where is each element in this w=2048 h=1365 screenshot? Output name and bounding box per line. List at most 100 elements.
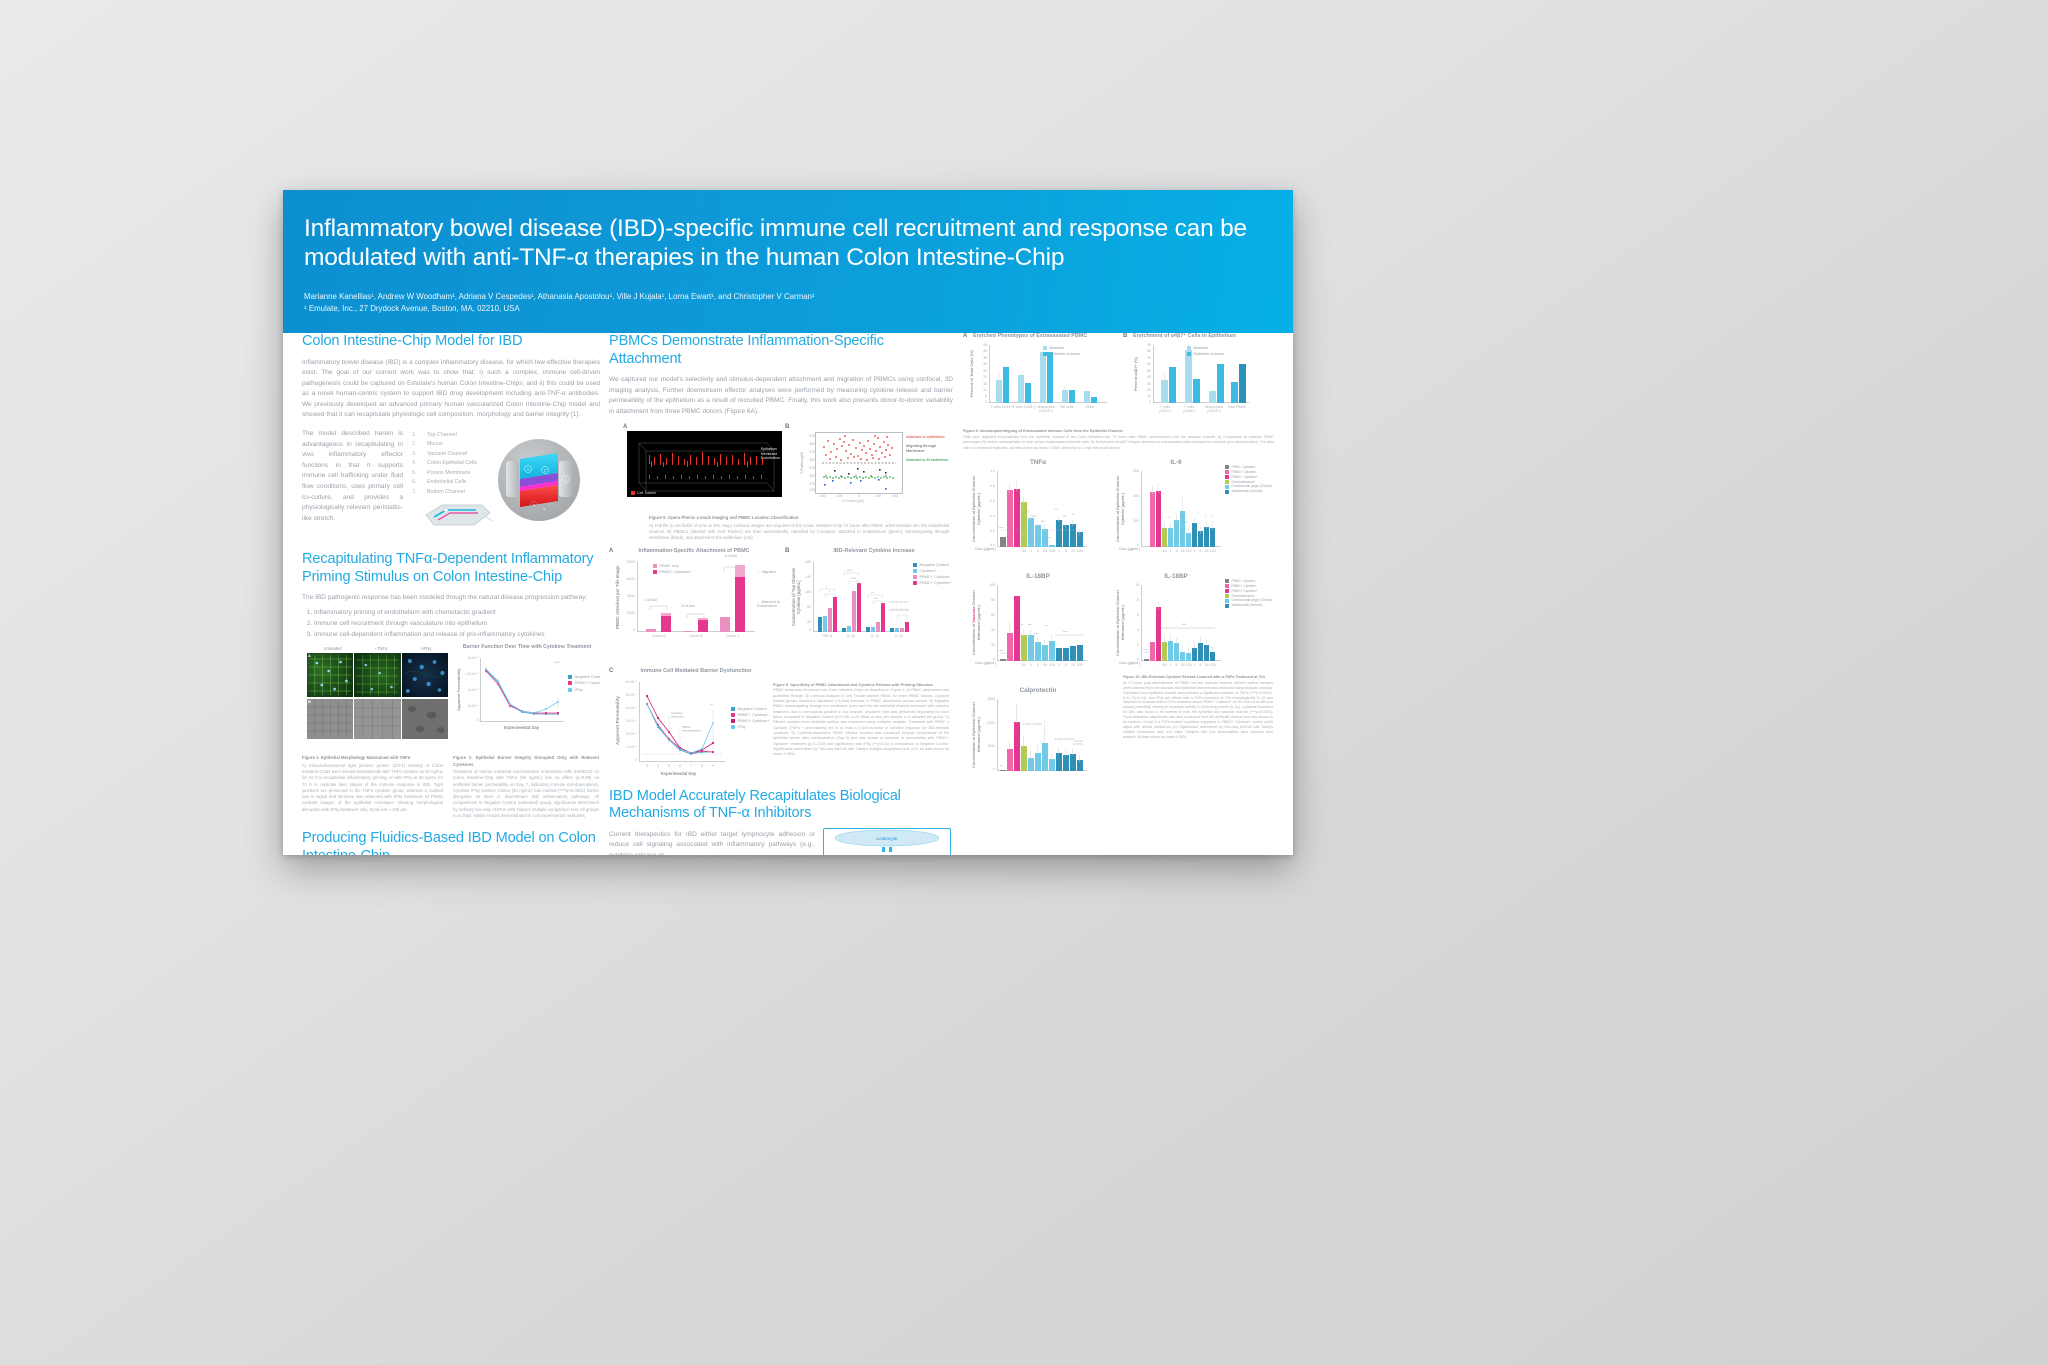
svg-text:****: ****: [847, 569, 853, 573]
micrograph-ifng-if: [401, 653, 448, 698]
y-axis-label: Percent of Total Cells (%): [969, 350, 974, 398]
svg-text:*: *: [826, 585, 828, 589]
bar: [1162, 641, 1167, 661]
svg-text:****: ****: [1063, 630, 1069, 634]
svg-text:3: 3: [565, 478, 567, 482]
bar: [890, 628, 894, 632]
bar: [1042, 644, 1048, 661]
bar: [1040, 352, 1046, 403]
legend-item: PBMC+ Cytokine+: [653, 569, 692, 575]
bar: [1204, 645, 1209, 661]
svg-text:**: **: [710, 703, 713, 707]
micrograph-tnfa-phase: [354, 699, 401, 740]
intro-paragraph-2: The model described herein is advantageo…: [302, 430, 403, 522]
label-attached-endothelium: Attached to Endothelium: [906, 457, 949, 463]
svg-text:Cytokine: Cytokine: [671, 711, 683, 715]
svg-text:*: *: [829, 590, 831, 594]
chart-legend: Baseline Epithelial channel: [1187, 345, 1224, 357]
bar: [1035, 524, 1041, 547]
fold-label-donorC: 4.4-fold: [725, 553, 737, 558]
figure6-cd-block: C Immune Cell Mediated Barrier Dysfuncti…: [609, 668, 953, 786]
chart-title: Barrier Function Over Time with Cytokine…: [462, 644, 592, 651]
svg-text:****: ****: [851, 577, 857, 581]
bar-donorB-pbmc-cytokine: [698, 618, 708, 632]
chip-legend-list: 1. Top Channel 2. Mucus 3. Vacuum Channel 4…: [412, 431, 498, 497]
bar: [1239, 363, 1246, 403]
chart-legend: Negative Control Cytokine+ PBMC+ Cytokin…: [913, 562, 952, 586]
chip-cross-section-svg: 1 2 3 4 5: [506, 453, 572, 513]
svg-text:*: *: [1028, 510, 1030, 514]
bar: [1014, 722, 1020, 771]
bar: [1193, 379, 1200, 403]
figure10-caption: Figure 10. IBD-Relevant Cytokine Release…: [1123, 674, 1273, 739]
y-axis-label: Concentration of Top Channel Cytokine [p…: [791, 567, 801, 626]
figure2-caption: Figure 2. Epithelial Barrier Integrity D…: [453, 755, 599, 818]
chart-enriched-phenotypes: Percent of Total Cells (%) 45 40 35 30 2…: [969, 343, 1107, 413]
legend-item: Baseline: [1043, 345, 1080, 351]
bar: [1003, 366, 1009, 403]
bar: [1014, 488, 1020, 547]
column-middle: PBMCs Demonstrate Inflammation-Specific …: [609, 333, 953, 855]
poster-columns: Colon Intestine-Chip Model for IBD Infla…: [283, 333, 1293, 855]
x-axis-label: X-Position (μM): [842, 499, 865, 504]
svg-text:***: ***: [1045, 624, 1049, 628]
x-axis-unit-label: Conc. [μg/mL]: [975, 660, 996, 665]
bar: [1000, 536, 1006, 547]
svg-text:*: *: [1162, 516, 1164, 520]
bar: [1186, 532, 1191, 547]
section-heading-colon-chip-model: Colon Intestine-Chip Model for IBD: [302, 333, 523, 349]
svg-text:*: *: [1168, 516, 1170, 520]
tnf-inhibitor-intro-block: Current therapeutics for IBD either targ…: [609, 827, 953, 856]
legend-item: Adalimumab (Humira): [1225, 603, 1272, 608]
pbmc-intro-paragraph: We captured our model's selectivity and …: [609, 376, 953, 415]
bar: [1144, 658, 1149, 661]
svg-text:*: *: [1211, 514, 1213, 518]
chart-barrier-dysfunction: Apparent Permeability 6×10⁻⁶ 5×10⁻⁶ 4×10…: [615, 679, 770, 776]
bar: [1018, 375, 1024, 403]
bar: [1156, 490, 1161, 547]
bar: [1014, 596, 1020, 661]
bar: [1007, 749, 1013, 771]
svg-text:**: **: [1000, 764, 1003, 768]
bar: [1063, 754, 1069, 771]
list-item: Immune cell-dependent inflammation and r…: [314, 629, 600, 640]
bar: [1231, 382, 1238, 403]
tnf-inhibitor-paragraph: Current therapeutics for IBD either targ…: [609, 830, 815, 856]
bar: [895, 628, 899, 632]
il18bp-block: IL-18BP IL-18BP Concentration of Vascula…: [963, 573, 1274, 683]
bar: [1077, 760, 1083, 771]
bar: [1210, 527, 1215, 547]
bar: [1168, 527, 1173, 547]
tnfa-il6-block: TNFα IL-6 Concentration of Epithelial Ch…: [963, 459, 1274, 567]
scatter-classification-labels: Attached to epithelium Migrating through…: [906, 434, 953, 462]
bar: [900, 628, 904, 632]
bar: [1161, 379, 1168, 403]
legend-item: Certolizumab pegol (Cimzia): [1225, 598, 1272, 603]
y-axis-label: PBMC Attached per Tile Image: [615, 564, 620, 629]
chart-title: Inflammation-Specific Attachment of PBMC: [638, 547, 750, 554]
bar: [1198, 530, 1203, 547]
legend-item: Epithelial channel: [1043, 351, 1080, 357]
bar: [1021, 501, 1027, 547]
chart-a4b7-enrichment: Percent α4β7+ (%) 90 80 70 60 50 40 30 2…: [1133, 343, 1249, 413]
bar: [833, 597, 837, 632]
y-axis-label: Concentration of Vascular Channel Biomar…: [971, 590, 981, 656]
chart-pbmc-location-scatter: Z-Position (μM) 425 400 375 350 325 300 …: [793, 430, 953, 506]
legend-item: Negative Control: [913, 562, 952, 568]
chart-il18bp-epithelial: Concentration of Epithelial Channel Biom…: [1115, 578, 1272, 667]
svg-text:****: ****: [1182, 623, 1188, 627]
bar: [1000, 658, 1006, 661]
list-item: 4. Colon Epithelial Cells: [412, 460, 478, 467]
svg-text:*: *: [1198, 512, 1200, 516]
legend-item: Dexamethasone: [1225, 594, 1272, 599]
bar: [1180, 651, 1185, 661]
legend-item: PBMC+ Cytokine+: [913, 580, 952, 586]
fold-annotation-2: -4.3-fold p=0.009: [1054, 737, 1074, 741]
bar: [847, 626, 851, 632]
bar: [996, 379, 1002, 403]
bar: [1035, 641, 1041, 661]
chart-ibd-relevant-cytokine-increase: Concentration of Top Channel Cytokine [p…: [791, 559, 952, 638]
calprotectin-block: Calprotectin Concentration of Epithelial…: [963, 675, 1274, 787]
bar: [1049, 759, 1055, 771]
